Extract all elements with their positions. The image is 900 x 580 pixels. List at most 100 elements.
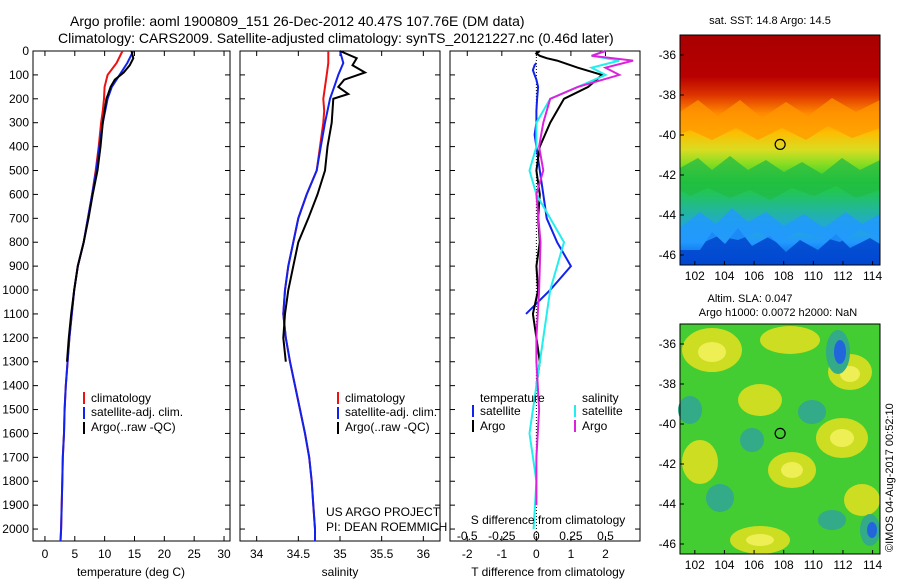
sst-map-ticks: 102 104 106 108 110 112 114 -36 -38 -40 -42 -44 -46 <box>659 48 883 283</box>
map-y-tick-label: -36 <box>659 337 677 351</box>
series-line <box>282 50 345 541</box>
map-y-tick-label: -38 <box>659 377 677 391</box>
map-x-tick-label: 104 <box>714 558 734 572</box>
x-tick-label: 25 <box>188 547 202 561</box>
difference-panel-frame <box>449 50 641 542</box>
y-tick-label: 1300 <box>2 355 29 369</box>
salinity-plot: 34 34.5 35 35.5 36 <box>240 50 440 561</box>
sla-map-subtitle: Argo h1000: 0.0072 h2000: NaN <box>699 307 857 319</box>
y-tick-label: 1900 <box>2 498 29 512</box>
series-line <box>282 50 368 362</box>
legend-label-sal-argo: Argo <box>582 419 608 433</box>
sla-map-ticks: 102 104 106 108 110 112 114 -36 -38 -40 -42 -44 -46 <box>659 337 883 572</box>
map-y-tick-label: -38 <box>659 88 677 102</box>
legend-label-argo: Argo(..raw -QC) <box>91 420 176 434</box>
legend-label-temp-satellite: satellite <box>480 404 521 418</box>
figure-title-line1: Argo profile: aoml 1900809_151 26-Dec-20… <box>70 13 525 29</box>
sla-map: 102 104 106 108 110 112 114 -36 -38 -40 -42 -44 -46 <box>659 323 883 572</box>
map-x-tick-label: 102 <box>685 558 705 572</box>
x-tick-label: 34 <box>250 547 264 561</box>
map-x-tick-label: 114 <box>863 269 882 283</box>
y-tick-label: 200 <box>9 92 29 106</box>
series-line <box>528 50 620 530</box>
map-x-tick-label: 114 <box>863 558 882 572</box>
x-tick-label: 5 <box>71 547 78 561</box>
x-tick-label: 35.5 <box>370 547 394 561</box>
y-tick-label: 1200 <box>2 331 29 345</box>
y-tick-label: 1000 <box>2 283 29 297</box>
y-tick-label: 1700 <box>2 450 29 464</box>
t-difference-axis-label: T difference from climatology <box>471 565 625 579</box>
sst-map: 102 104 106 108 110 112 114 -36 -38 -40 -42 -44 -46 <box>659 34 883 283</box>
y-tick-label: 700 <box>9 211 29 225</box>
salinity-axis-label: salinity <box>322 565 359 579</box>
y-tick-label: 1600 <box>2 426 29 440</box>
sla-map-title: Altim. SLA: 0.047 <box>708 293 793 305</box>
map-x-tick-label: 108 <box>774 269 794 283</box>
map-y-tick-label: -40 <box>659 128 677 142</box>
legend-label-satellite: satellite-adj. clim. <box>91 405 183 419</box>
sla-blue-blobs <box>834 340 877 538</box>
sst-cyan-patches <box>680 208 880 244</box>
map-y-tick-label: -44 <box>659 497 677 511</box>
series-line <box>59 50 135 542</box>
map-x-tick-label: 112 <box>833 558 852 572</box>
map-x-tick-label: 112 <box>833 269 852 283</box>
sla-light-yellow-blobs <box>698 342 860 546</box>
legend-title-salinity: salinity <box>582 391 619 405</box>
sst-blue-patches <box>680 228 880 265</box>
legend-label-temp-argo: Argo <box>480 419 506 433</box>
legend-label-sal-satellite: satellite <box>582 404 623 418</box>
project-credit-line2: PI: DEAN ROEMMICH <box>326 520 447 534</box>
imos-timestamp: ©IMOS 04-Aug-2017 00:52:10 <box>884 403 896 552</box>
x-tick-label: 36 <box>417 547 431 561</box>
legend-label-argo: Argo(..raw -QC) <box>345 420 430 434</box>
y-tick-label: 800 <box>9 235 29 249</box>
sla-map-frame <box>679 323 881 555</box>
map-x-tick-label: 108 <box>774 558 794 572</box>
map-x-tick-label: 110 <box>804 269 823 283</box>
map-y-tick-label: -42 <box>659 457 677 471</box>
legend-label-climatology: climatology <box>91 391 151 405</box>
temperature-legend: climatology satellite-adj. clim. Argo(..… <box>83 391 183 434</box>
x-tick-label: 15 <box>128 547 142 561</box>
legend-label-climatology: climatology <box>345 391 405 405</box>
map-y-tick-label: -42 <box>659 168 677 182</box>
x-tick-label: -1 <box>496 547 507 561</box>
x-tick-label: 0 <box>533 547 540 561</box>
x2-tick-label: -0.25 <box>488 529 516 543</box>
x-tick-label: -2 <box>462 547 473 561</box>
x-tick-label: 0 <box>42 547 49 561</box>
figure-title-line2: Climatology: CARS2009. Satellite-adjuste… <box>58 30 614 46</box>
difference-legend: temperature satellite Argo salinity sate… <box>472 391 623 433</box>
y-tick-label: 1100 <box>3 307 29 321</box>
x-tick-label: 10 <box>98 547 112 561</box>
sst-orange-patches <box>680 98 880 140</box>
x2-tick-label: 0.5 <box>597 529 614 543</box>
s-difference-axis-label: S difference from climatology <box>471 513 626 527</box>
x-tick-label: 35 <box>333 547 347 561</box>
y-tick-label: 1800 <box>2 474 29 488</box>
salinity-panel-frame <box>239 50 441 542</box>
map-y-tick-label: -46 <box>659 248 677 262</box>
map-y-tick-label: -36 <box>659 48 677 62</box>
y-tick-label: 1400 <box>2 379 29 393</box>
legend-title-temperature: temperature <box>480 391 545 405</box>
y-tick-label: 400 <box>9 140 29 154</box>
legend-label-satellite: satellite-adj. clim. <box>345 405 437 419</box>
series-line <box>535 50 634 506</box>
x-tick-label: 34.5 <box>287 547 311 561</box>
temperature-axis-label: temperature (deg C) <box>77 565 185 579</box>
project-credit-line1: US ARGO PROJECT <box>326 505 441 519</box>
x2-tick-label: 0 <box>533 529 540 543</box>
sst-map-frame <box>679 34 881 266</box>
map-y-tick-label: -40 <box>659 417 677 431</box>
difference-plot: -2 -1 0 1 2 -0.5 -0.25 0 0.25 0.5 <box>450 50 640 561</box>
y-tick-label: 300 <box>9 116 29 130</box>
map-y-tick-label: -46 <box>659 537 677 551</box>
x-tick-label: 1 <box>568 547 575 561</box>
map-x-tick-label: 104 <box>714 269 734 283</box>
map-y-tick-label: -44 <box>659 208 677 222</box>
y-tick-label: 500 <box>9 164 29 178</box>
